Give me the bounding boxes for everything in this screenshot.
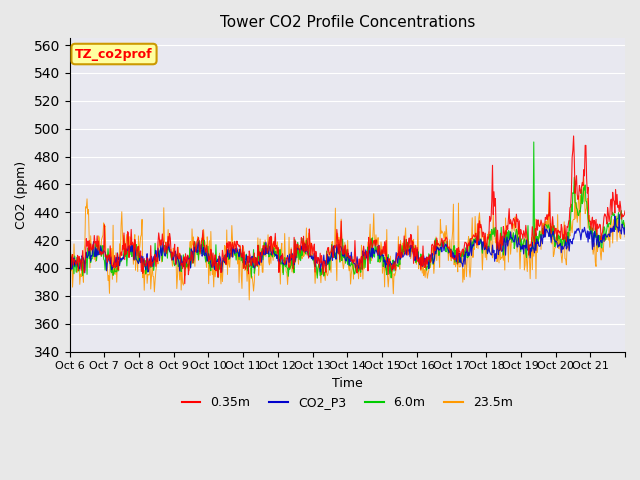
CO2_P3: [616, 212, 623, 217]
Line: CO2_P3: CO2_P3: [70, 215, 625, 273]
0.35m: [261, 242, 269, 248]
0.35m: [66, 242, 74, 248]
6.0m: [233, 248, 241, 253]
6.0m: [314, 275, 321, 281]
0.35m: [234, 241, 241, 247]
CO2_P3: [436, 244, 444, 250]
6.0m: [436, 247, 444, 253]
Line: 23.5m: 23.5m: [70, 178, 625, 300]
Text: TZ_co2prof: TZ_co2prof: [76, 48, 153, 60]
23.5m: [405, 249, 413, 254]
CO2_P3: [234, 249, 241, 254]
23.5m: [131, 232, 139, 238]
Line: 6.0m: 6.0m: [70, 142, 625, 278]
6.0m: [260, 240, 268, 246]
23.5m: [261, 237, 269, 243]
CO2_P3: [405, 247, 413, 252]
23.5m: [245, 297, 253, 303]
Legend: 0.35m, CO2_P3, 6.0m, 23.5m: 0.35m, CO2_P3, 6.0m, 23.5m: [177, 391, 518, 414]
CO2_P3: [81, 270, 89, 276]
CO2_P3: [66, 250, 74, 256]
0.35m: [436, 242, 444, 248]
6.0m: [405, 248, 413, 253]
X-axis label: Time: Time: [332, 377, 363, 390]
Line: 0.35m: 0.35m: [70, 136, 625, 284]
6.0m: [66, 263, 74, 268]
CO2_P3: [282, 262, 290, 267]
23.5m: [66, 264, 74, 269]
0.35m: [621, 208, 629, 214]
6.0m: [621, 222, 629, 228]
6.0m: [530, 139, 538, 145]
CO2_P3: [621, 225, 629, 230]
0.35m: [282, 255, 290, 261]
0.35m: [131, 237, 139, 242]
23.5m: [621, 234, 629, 240]
0.35m: [181, 281, 189, 287]
Title: Tower CO2 Profile Concentrations: Tower CO2 Profile Concentrations: [220, 15, 475, 30]
23.5m: [436, 217, 444, 223]
23.5m: [580, 175, 588, 180]
CO2_P3: [261, 252, 269, 258]
0.35m: [570, 133, 577, 139]
6.0m: [282, 264, 289, 269]
CO2_P3: [132, 251, 140, 257]
Y-axis label: CO2 (ppm): CO2 (ppm): [15, 161, 28, 229]
23.5m: [233, 248, 241, 253]
23.5m: [282, 268, 290, 274]
6.0m: [131, 251, 139, 257]
0.35m: [405, 235, 413, 241]
